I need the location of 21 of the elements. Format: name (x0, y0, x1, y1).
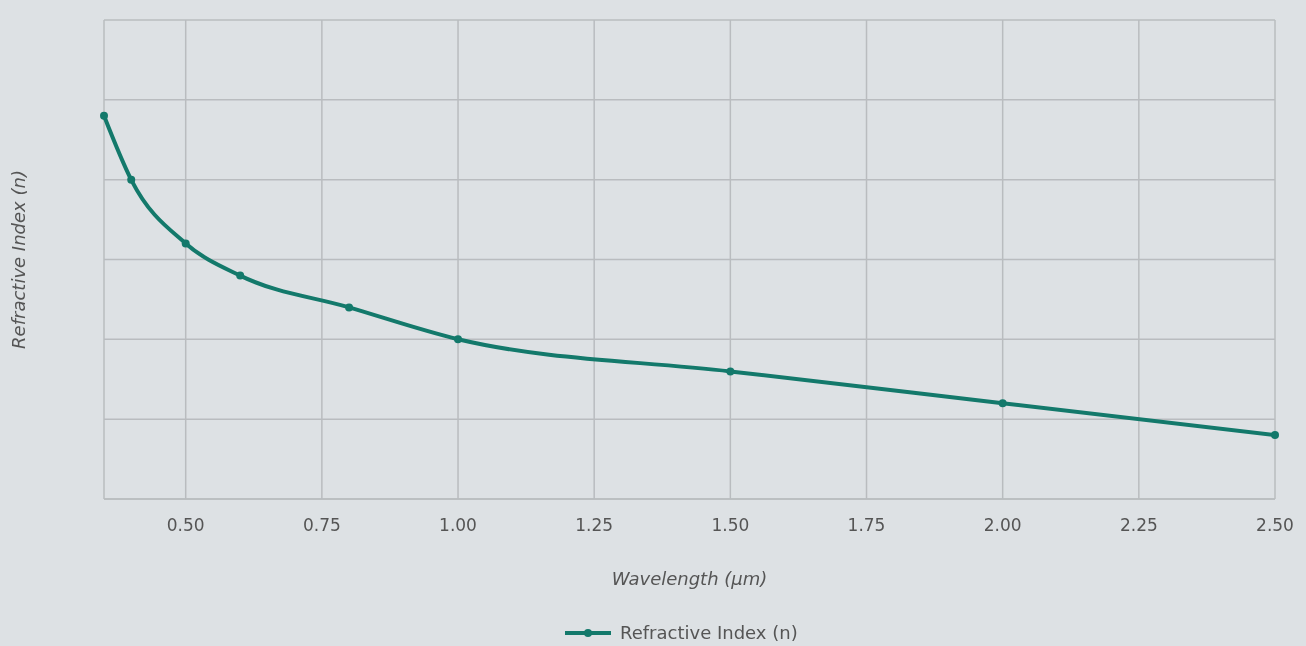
x-tick-label: 2.50 (1256, 515, 1294, 535)
point (127, 175, 136, 184)
point (181, 239, 190, 248)
point (726, 367, 735, 376)
point (998, 399, 1007, 408)
point (345, 303, 354, 312)
x-tick-label: 1.25 (575, 515, 614, 535)
point (454, 335, 463, 344)
x-tick-label: 1.00 (439, 515, 477, 535)
point (1271, 431, 1279, 440)
point (100, 111, 108, 120)
x-tick-label: 2.25 (1119, 515, 1158, 535)
x-tick-label: 1.50 (711, 515, 750, 535)
x-tick-label: 2.00 (983, 515, 1022, 535)
legend-label: Refractive Index (n) (620, 622, 798, 643)
y-axis-title: Refractive Index (n) (8, 170, 29, 349)
x-axis-title: Wavelength (µm) (611, 568, 768, 589)
x-tick-label: 1.75 (847, 515, 886, 535)
point (236, 271, 245, 280)
x-tick-label: 0.50 (166, 515, 205, 535)
x-tick-label: 0.75 (302, 515, 341, 535)
